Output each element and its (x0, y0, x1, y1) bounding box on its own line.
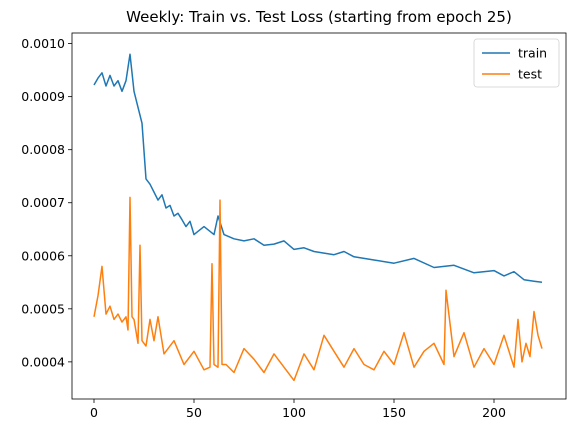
series-line-train (93, 53, 543, 284)
legend-box (473, 38, 560, 88)
x-tick-label: 150 (382, 405, 406, 420)
x-tick-label: 100 (282, 405, 306, 420)
series-line-test (93, 196, 543, 382)
y-axis: 0.0004 0.0005 0.0006 0.0007 0.0008 0.0009 0.00… (21, 36, 72, 369)
legend-label-train: train (518, 46, 547, 61)
chart-title: Weekly: Train vs. Test Loss (starting fr… (126, 8, 512, 26)
x-tick-label: 50 (186, 405, 202, 420)
x-axis: 0 50 100 150 200 (90, 399, 506, 420)
y-tick-label: 0.0004 (21, 354, 65, 369)
axes-frame (71, 32, 567, 400)
legend: train test (473, 38, 560, 88)
y-tick-label: 0.0007 (21, 195, 65, 210)
y-tick-label: 0.0010 (21, 36, 65, 51)
y-tick-label: 0.0005 (21, 301, 65, 316)
y-tick-label: 0.0008 (21, 142, 65, 157)
legend-label-test: test (518, 67, 542, 82)
plot-area (93, 53, 543, 382)
y-tick-label: 0.0009 (21, 89, 65, 104)
x-tick-label: 200 (482, 405, 506, 420)
y-tick-label: 0.0006 (21, 248, 65, 263)
x-tick-label: 0 (90, 405, 98, 420)
